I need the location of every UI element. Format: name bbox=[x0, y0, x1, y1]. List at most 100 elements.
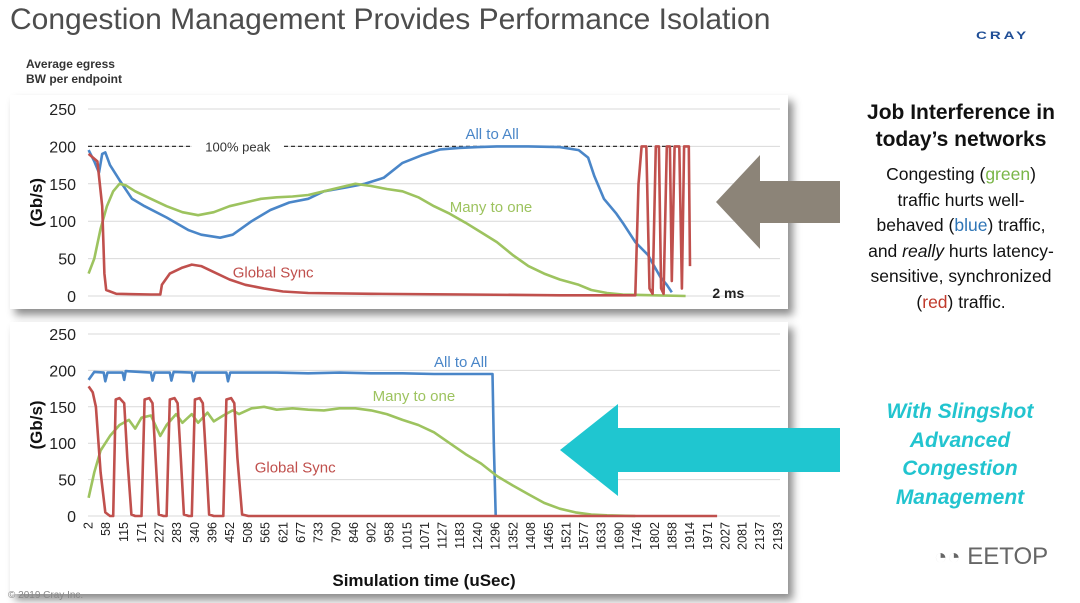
interference-heading: Job Interference in today’s networks bbox=[842, 99, 1080, 153]
y-tick-label: 0 bbox=[67, 289, 76, 306]
y-axis-label: (Gb/s) bbox=[27, 178, 46, 227]
description-line-2: traffic hurts well- bbox=[842, 188, 1080, 214]
wechat-icon: ◔◔ bbox=[934, 544, 961, 569]
x-tick-label: 1746 bbox=[630, 522, 644, 550]
slide-title: Congestion Management Provides Performan… bbox=[10, 3, 771, 36]
x-tick-label: 1633 bbox=[595, 522, 609, 550]
x-tick-label: 2081 bbox=[736, 522, 750, 550]
description-line-4: and really hurts latency- bbox=[842, 239, 1080, 265]
color-word-blue: blue bbox=[954, 215, 988, 235]
x-tick-label: 1127 bbox=[435, 522, 449, 549]
slingshot-caption-line-3: Congestion bbox=[902, 457, 1018, 480]
series-line-many-to-one bbox=[87, 405, 636, 518]
y-tick-label: 150 bbox=[49, 177, 76, 194]
x-tick-label: 227 bbox=[152, 522, 166, 543]
x-tick-label: 2 bbox=[82, 522, 96, 529]
interference-heading-line-2: today’s networks bbox=[875, 128, 1047, 151]
slingshot-caption: With Slingshot Advanced Congestion Manag… bbox=[842, 398, 1078, 512]
eetop-watermark: ◔◔ EETOP bbox=[934, 543, 1048, 571]
description-line-6: (red) traffic. bbox=[842, 290, 1080, 316]
x-tick-label: 508 bbox=[241, 522, 255, 543]
x-tick-label: 1971 bbox=[701, 522, 715, 550]
description-line-1: Congesting (green) bbox=[842, 162, 1080, 188]
description-line-5: sensitive, synchronized bbox=[842, 264, 1080, 290]
x-tick-label: 677 bbox=[294, 522, 308, 543]
description-text: ) traffic, bbox=[987, 215, 1046, 235]
peak-label-bg bbox=[191, 138, 284, 155]
x-tick-label: 1296 bbox=[489, 522, 503, 550]
description-text: ) traffic. bbox=[947, 291, 1006, 312]
slingshot-caption-line-4: Management bbox=[895, 485, 1025, 509]
x-tick-label: 1408 bbox=[524, 522, 538, 550]
x-tick-label: 115 bbox=[117, 522, 131, 542]
top-chart: 0 50 100 150 200 250 (Gb/s) 100% peak All to All… bbox=[27, 102, 780, 306]
y-axis-header-line-1: Average egress bbox=[26, 57, 115, 71]
series-label-global-sync: Global Sync bbox=[233, 264, 314, 281]
copyright: © 2019 Cray Inc. bbox=[8, 590, 84, 601]
color-word-green: green bbox=[985, 164, 1031, 184]
x-tick-label: 1015 bbox=[400, 522, 414, 550]
y-tick-label: 0 bbox=[67, 509, 76, 526]
x-tick-label: 1071 bbox=[418, 522, 432, 550]
series-line-all-to-all bbox=[87, 369, 497, 517]
x-tick-label: 452 bbox=[223, 522, 237, 543]
description-line-3: behaved (blue) traffic, bbox=[842, 213, 1080, 239]
y-tick-label: 50 bbox=[58, 252, 76, 269]
x-tick-label: 340 bbox=[188, 522, 202, 543]
description-text: sensitive, synchronized bbox=[870, 266, 1052, 286]
series-label-all-to-all: All to All bbox=[465, 126, 518, 143]
slingshot-caption-line-2: Advanced bbox=[909, 428, 1011, 452]
series-line-global-sync bbox=[87, 385, 718, 518]
series-line-many-to-one bbox=[87, 182, 686, 298]
peak-line-label: 100% peak bbox=[205, 139, 271, 154]
x-axis-label: Simulation time (uSec) bbox=[332, 571, 515, 590]
interference-heading-line-1: Job Interference in bbox=[867, 101, 1055, 124]
series-label-global-sync: Global Sync bbox=[255, 459, 336, 476]
x-tick-label: 1521 bbox=[559, 522, 573, 550]
y-axis-header-line-2: BW per endpoint bbox=[26, 72, 122, 86]
interference-description: Congesting (green) traffic hurts well-beh… bbox=[842, 162, 1080, 315]
series-line-all-to-all bbox=[87, 145, 673, 294]
y-tick-label: 100 bbox=[49, 214, 76, 231]
description-text: behaved ( bbox=[876, 215, 955, 235]
x-tick-label: 1240 bbox=[471, 522, 485, 550]
x-tick-label: 283 bbox=[170, 522, 184, 543]
series-label-many-to-one: Many to one bbox=[373, 388, 456, 405]
x-tick-label: 958 bbox=[382, 522, 396, 543]
y-tick-label: 200 bbox=[49, 363, 76, 380]
color-word-red: red bbox=[922, 291, 948, 312]
x-tick-label: 2137 bbox=[753, 522, 767, 550]
x-tick-label: 846 bbox=[347, 522, 361, 543]
description-text: hurts latency- bbox=[943, 240, 1054, 261]
y-tick-label: 250 bbox=[49, 102, 76, 119]
y-tick-label: 50 bbox=[58, 473, 76, 490]
left-arrow-bottom-icon bbox=[560, 404, 840, 496]
x-tick-label: 1183 bbox=[453, 522, 467, 549]
x-tick-label: 396 bbox=[206, 522, 220, 543]
x-tick-label: 1802 bbox=[648, 522, 662, 550]
y-tick-label: 150 bbox=[49, 400, 76, 417]
y-tick-label: 100 bbox=[49, 436, 76, 453]
x-tick-label: 1914 bbox=[683, 522, 697, 550]
description-text: Congesting ( bbox=[886, 164, 986, 184]
x-tick-label: 1858 bbox=[665, 522, 679, 550]
series-label-all-to-all: All to All bbox=[434, 354, 487, 371]
y-tick-label: 200 bbox=[49, 139, 76, 156]
x-tick-label: 565 bbox=[259, 522, 273, 543]
series-label-many-to-one: Many to one bbox=[450, 199, 533, 216]
y-tick-label: 250 bbox=[49, 327, 76, 344]
x-tick-label: 790 bbox=[329, 522, 343, 543]
x-tick-label: 621 bbox=[276, 522, 290, 543]
top-chart-panel: 0 50 100 150 200 250 (Gb/s) 100% peak All to All… bbox=[10, 95, 788, 309]
slingshot-caption-line-1: With Slingshot bbox=[886, 400, 1034, 423]
description-text: really bbox=[902, 240, 944, 261]
x-tick-label: 171 bbox=[135, 522, 149, 543]
x-tick-label: 733 bbox=[312, 522, 326, 543]
watermark-text: EETOP bbox=[967, 543, 1049, 570]
x-tick-label: 2027 bbox=[719, 522, 733, 550]
y-axis-header: Average egress BW per endpoint bbox=[26, 57, 122, 87]
description-text: ( bbox=[916, 291, 923, 312]
description-text: traffic hurts well- bbox=[897, 189, 1025, 210]
x-tick-label: 58 bbox=[99, 522, 113, 536]
left-arrow-top-icon bbox=[716, 155, 840, 249]
